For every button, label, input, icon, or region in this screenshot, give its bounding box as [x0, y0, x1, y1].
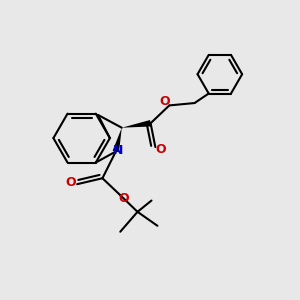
Polygon shape [112, 128, 122, 152]
Text: N: N [113, 143, 123, 157]
Polygon shape [122, 120, 151, 128]
Text: O: O [155, 143, 166, 156]
Text: O: O [118, 192, 129, 205]
Text: O: O [160, 95, 170, 108]
Text: O: O [65, 176, 76, 189]
